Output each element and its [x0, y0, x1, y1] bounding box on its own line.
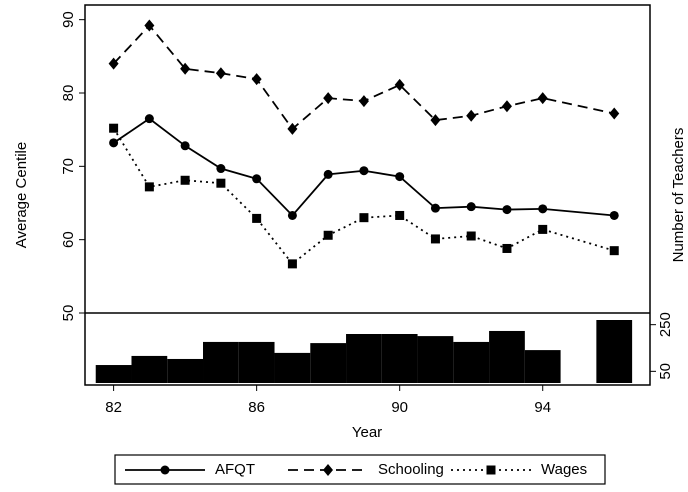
data-point	[215, 67, 226, 80]
data-point	[359, 213, 369, 223]
data-point	[144, 182, 154, 192]
bar	[417, 336, 454, 383]
bar	[596, 320, 633, 383]
legend-label: Wages	[541, 461, 587, 478]
data-point	[180, 62, 191, 75]
x-tick-label: 82	[105, 399, 122, 416]
x-tick-label: 86	[248, 399, 265, 416]
data-point	[538, 204, 548, 214]
data-point	[358, 95, 369, 108]
data-point	[501, 100, 512, 113]
data-point	[466, 109, 477, 122]
data-point	[502, 205, 512, 215]
bar	[381, 334, 418, 383]
bar	[489, 330, 525, 383]
data-point	[287, 259, 297, 269]
data-point	[108, 57, 119, 70]
legend-marker	[486, 465, 496, 475]
data-point	[395, 210, 405, 220]
series-line	[112, 127, 615, 266]
data-point	[430, 234, 440, 244]
data-point	[466, 231, 476, 241]
data-point	[216, 164, 226, 174]
bar	[238, 341, 275, 383]
plot-frame	[84, 4, 651, 386]
x-tick-label: 90	[391, 399, 408, 416]
legend-label: Schooling	[378, 461, 444, 478]
y2-axis-label: Number of Teachers	[670, 128, 687, 263]
x-axis-label: Year	[352, 424, 382, 441]
legend-marker	[160, 465, 170, 475]
bar	[346, 334, 382, 383]
data-point	[287, 210, 297, 220]
data-point	[180, 175, 190, 185]
data-point	[144, 19, 155, 32]
legend-box	[114, 454, 606, 485]
x-tick-label: 94	[534, 399, 551, 416]
series-line	[113, 117, 615, 217]
data-point	[430, 203, 440, 213]
data-point	[538, 224, 548, 234]
data-point	[394, 78, 405, 91]
y2-tick-label: 250	[657, 312, 674, 337]
data-point	[430, 114, 441, 127]
bar	[167, 358, 204, 383]
data-point	[609, 246, 619, 256]
bar	[203, 341, 239, 383]
data-point	[323, 92, 334, 105]
bar	[131, 355, 168, 383]
data-point	[323, 169, 333, 179]
data-point	[109, 138, 119, 148]
data-point	[287, 122, 298, 135]
bar	[310, 343, 347, 383]
y2-tick-label: 50	[657, 363, 674, 380]
data-point	[502, 243, 512, 253]
data-point	[252, 213, 262, 223]
y-axis-label: Average Centile	[13, 142, 30, 248]
data-point	[359, 166, 369, 176]
bar	[274, 352, 311, 383]
series-line	[112, 24, 615, 131]
y-tick-label: 50	[60, 305, 77, 322]
legend-marker	[323, 464, 333, 476]
y-tick-label: 80	[60, 85, 77, 102]
data-point	[466, 202, 476, 212]
data-point	[252, 174, 262, 184]
data-point	[537, 92, 548, 105]
data-point	[609, 107, 620, 120]
data-point	[323, 230, 333, 240]
bar	[453, 341, 490, 383]
data-point	[395, 172, 405, 182]
bar	[95, 365, 132, 383]
y-tick-label: 90	[60, 11, 77, 28]
data-point	[180, 141, 190, 151]
data-point	[216, 178, 226, 188]
y-tick-label: 60	[60, 231, 77, 248]
data-point	[144, 114, 154, 124]
legend-label: AFQT	[215, 461, 255, 478]
data-point	[251, 73, 262, 86]
data-point	[609, 210, 619, 220]
y-tick-label: 70	[60, 158, 77, 175]
data-point	[109, 123, 119, 133]
bar	[524, 350, 561, 383]
